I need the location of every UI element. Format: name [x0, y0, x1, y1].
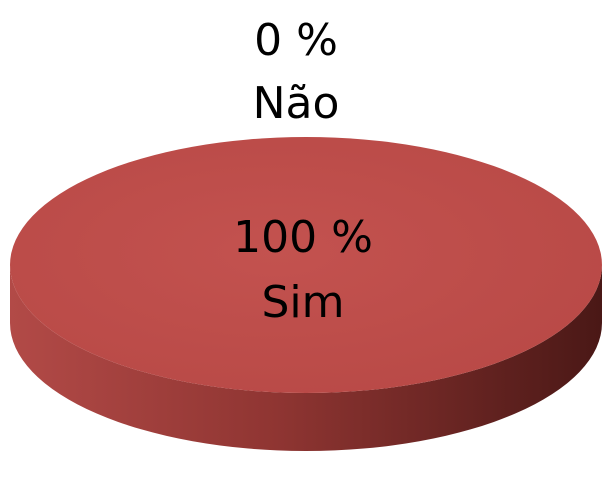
pie-slice-sim-side — [10, 265, 602, 451]
pie-slices — [10, 137, 602, 451]
pie-slice-sim — [10, 137, 602, 393]
pie-labels: 0 % Não 100 % Sim — [233, 15, 373, 328]
data-label-value-nao: 0 % — [254, 15, 338, 66]
data-label-category-nao: Não — [253, 78, 340, 129]
data-label-value-sim: 100 % — [233, 212, 373, 263]
data-label-category-sim: Sim — [261, 277, 344, 328]
